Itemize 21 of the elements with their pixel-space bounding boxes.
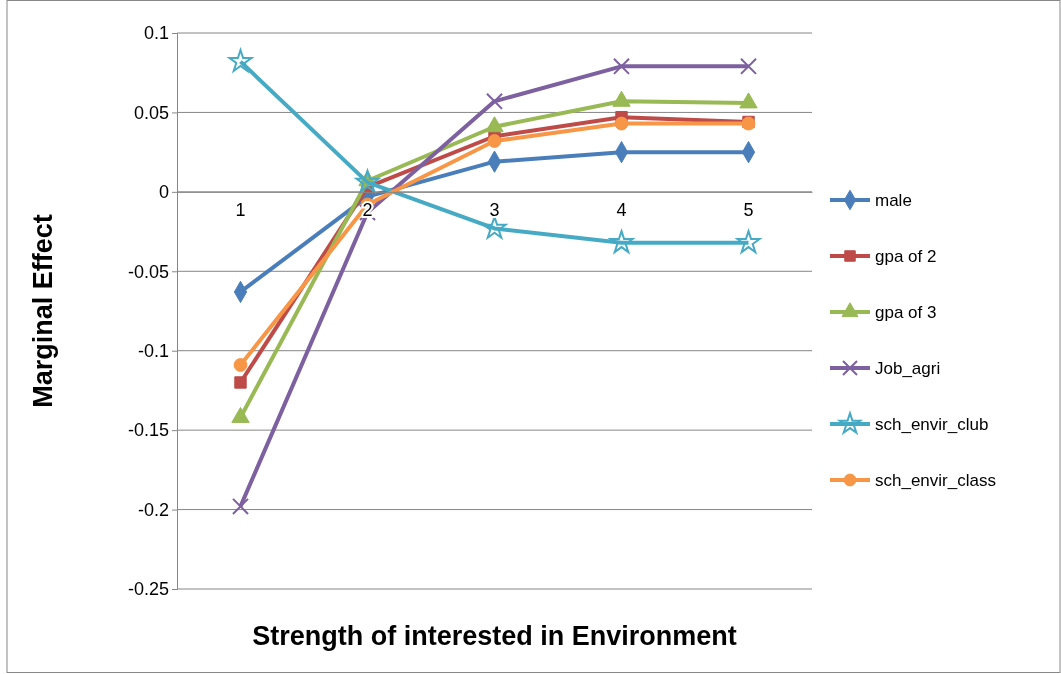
- legend-label: sch_envir_class: [875, 471, 996, 490]
- y-tick-label: -0.2: [137, 499, 169, 520]
- y-tick-label: -0.1: [137, 340, 169, 361]
- x-tick-label: 1: [235, 200, 246, 221]
- legend-label: gpa of 3: [875, 303, 937, 322]
- y-axis-title: Marginal Effect: [28, 214, 58, 408]
- legend-label: male: [875, 191, 912, 210]
- legend-label: Job_agri: [875, 359, 941, 378]
- y-tick-label: 0.05: [133, 102, 169, 123]
- x-tick-label: 4: [616, 200, 627, 221]
- y-tick-label: -0.25: [127, 579, 169, 600]
- x-axis-title: Strength of interested in Environment: [252, 621, 737, 651]
- y-tick-label: 0: [158, 182, 169, 203]
- legend-label: gpa of 2: [875, 247, 937, 266]
- legend-label: sch_envir_club: [875, 415, 989, 434]
- x-tick-label: 2: [362, 200, 373, 221]
- x-tick-label: 5: [743, 200, 754, 221]
- y-tick-label: -0.15: [127, 420, 169, 441]
- y-tick-label: 0.1: [143, 23, 169, 44]
- x-tick-label: 3: [489, 200, 500, 221]
- y-tick-label: -0.05: [127, 261, 169, 282]
